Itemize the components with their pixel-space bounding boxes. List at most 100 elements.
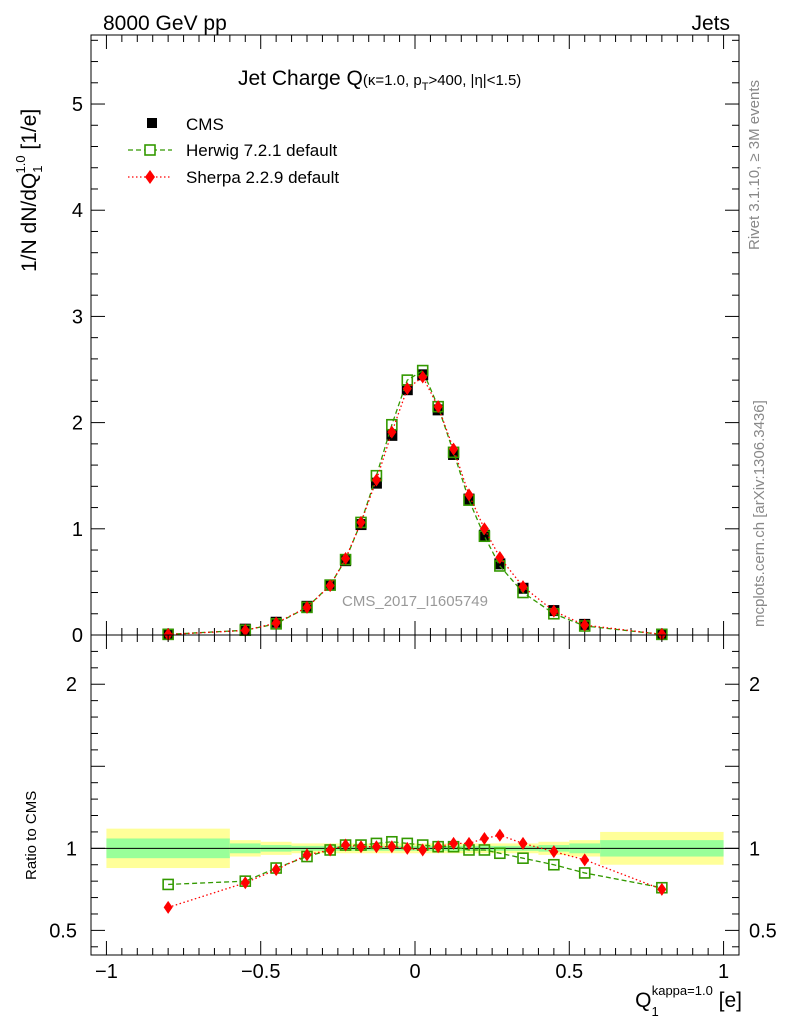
main-y-axis-label: 1/N dN/dQ11.0 [1/e]	[13, 109, 45, 272]
ratio-y-tick-labels: 0.5 0.5 1 1 2 2	[49, 674, 777, 942]
main-sherpa-point	[302, 600, 312, 614]
legend-herwig-label: Herwig 7.2.1 default	[186, 141, 337, 160]
ratio-y-ticks	[91, 650, 739, 948]
plot-title-sub-T: T	[422, 81, 429, 93]
main-y-label-sub: 1	[30, 166, 45, 173]
main-sherpa-point	[240, 623, 250, 637]
main-sherpa-point	[402, 382, 412, 396]
ratio-x-tick-label: −0.5	[241, 961, 280, 983]
main-y-label-unit: [1/e]	[18, 109, 41, 156]
x-label-sub: 1	[651, 1004, 658, 1019]
main-y-tick-labels: 0 1 2 3 4 5	[72, 94, 83, 647]
ratio-sherpa-point	[371, 840, 381, 854]
ratio-panel: 0.5 0.51 12 2 −1 −0.5 0 0.5 1 Ratio to CMS Q1ka…	[23, 634, 777, 1019]
ratio-x-tick-label: 0.5	[555, 961, 583, 983]
main-panel: 0 1 2 3 4 5 Jet Charge Q(κ=1.0, pT>400, |η|<1…	[13, 34, 740, 647]
main-sherpa-point	[449, 442, 459, 456]
ratio-sherpa-point	[356, 840, 366, 854]
ratio-x-ticks	[105, 635, 725, 955]
ratio-x-tick-label: 1	[718, 961, 729, 983]
rivet-label: Rivet 3.1.10, ≥ 3M events	[746, 80, 763, 250]
mcplots-label: mcplots.cern.ch [arXiv:1306.3436]	[751, 400, 768, 627]
ratio-sherpa-point	[271, 863, 281, 877]
main-sherpa-point	[464, 488, 474, 502]
main-sherpa-line	[168, 375, 662, 636]
ratio-x-tick-label: 0	[409, 961, 420, 983]
legend: CMS Herwig 7.2.1 default Sherpa 2.2.9 de…	[128, 115, 339, 187]
main-herwig-line	[168, 369, 662, 636]
analysis-watermark: CMS_2017_I1605749	[342, 593, 488, 610]
ratio-y-tick-label: 2	[66, 674, 77, 696]
ratio-sherpa-point	[518, 836, 528, 850]
ratio-y-tick-label: 0.5	[49, 920, 77, 942]
main-y-label-text: 1/N dN/dQ	[18, 173, 41, 272]
ratio-sherpa-point	[433, 840, 443, 854]
main-sherpa-point	[356, 515, 366, 529]
ratio-sherpa-point	[163, 900, 173, 914]
ratio-herwig-point	[548, 858, 560, 871]
main-y-label-sup: 1.0	[13, 155, 28, 173]
ratio-y-tick-label-right: 0.5	[749, 920, 777, 942]
ratio-sherpa-point	[325, 843, 335, 857]
main-sherpa-point	[518, 580, 528, 594]
legend-sherpa-marker	[145, 170, 155, 184]
ratio-sherpa-point	[657, 882, 667, 896]
ratio-sherpa-point	[464, 836, 474, 850]
ratio-sherpa-point	[479, 831, 489, 845]
ratio-sherpa-point	[580, 853, 590, 867]
ratio-sherpa-point	[387, 840, 397, 854]
legend-cms-label: CMS	[186, 115, 224, 134]
x-label-unit: [e]	[713, 989, 742, 1012]
plot-title-sub: (κ=1.0, p	[363, 72, 422, 89]
ratio-herwig-point	[578, 867, 591, 879]
main-series-layer	[162, 364, 668, 641]
main-y-tick-label: 1	[72, 519, 83, 541]
main-y-tick-label: 4	[72, 200, 83, 222]
ratio-herwig-point	[494, 847, 506, 860]
main-sherpa-point	[271, 616, 281, 630]
ratio-sherpa-point	[402, 841, 412, 855]
plot-title: Jet Charge Q(κ=1.0, pT>400, |η|<1.5)	[238, 67, 521, 93]
legend-sherpa-label: Sherpa 2.2.9 default	[186, 168, 339, 187]
main-sherpa-point	[549, 604, 559, 618]
main-y-ticks	[91, 39, 739, 636]
header-left: 8000 GeV pp	[103, 12, 227, 35]
main-sherpa-point	[580, 618, 590, 632]
main-x-ticks	[105, 35, 725, 635]
main-y-tick-label: 3	[72, 306, 83, 328]
main-y-tick-label: 5	[72, 94, 83, 116]
main-sherpa-point	[495, 550, 505, 564]
x-label-sup: kappa=1.0	[652, 983, 713, 998]
ratio-herwig-point	[162, 878, 174, 891]
main-y-tick-label: 2	[72, 413, 83, 435]
ratio-herwig-point	[517, 852, 529, 864]
plot-title-sub-tail: >400, |η|<1.5)	[428, 72, 521, 89]
ratio-sherpa-point	[449, 836, 459, 850]
legend-herwig-marker	[144, 144, 156, 156]
main-sherpa-point	[479, 522, 489, 536]
main-sherpa-point	[325, 579, 335, 593]
main-sherpa-point	[341, 552, 351, 566]
ratio-series-layer	[162, 828, 668, 914]
header-right: Jets	[691, 12, 730, 35]
legend-cms-marker	[147, 118, 157, 128]
ratio-sherpa-point	[418, 843, 428, 857]
main-sherpa-point	[433, 400, 443, 414]
ratio-y-tick-label-right: 1	[749, 838, 760, 860]
main-sherpa-point	[418, 370, 428, 384]
main-sherpa-point	[163, 627, 173, 641]
main-sherpa-point	[657, 627, 667, 641]
ratio-y-tick-label: 1	[66, 838, 77, 860]
ratio-sherpa-point	[240, 876, 250, 890]
x-axis-label: Q1 kappa=1.0 [e]	[635, 983, 742, 1019]
main-sherpa-point	[387, 425, 397, 439]
ratio-plot-frame	[90, 634, 740, 956]
ratio-x-tick-labels: −1 −0.5 0 0.5 1	[95, 961, 729, 983]
plot-title-main: Jet Charge Q	[238, 67, 363, 90]
x-label-text: Q	[635, 989, 651, 1012]
ratio-x-tick-label: −1	[95, 961, 118, 983]
ratio-sherpa-point	[495, 828, 505, 842]
main-y-tick-label: 0	[72, 625, 83, 647]
ratio-sherpa-point	[302, 848, 312, 862]
